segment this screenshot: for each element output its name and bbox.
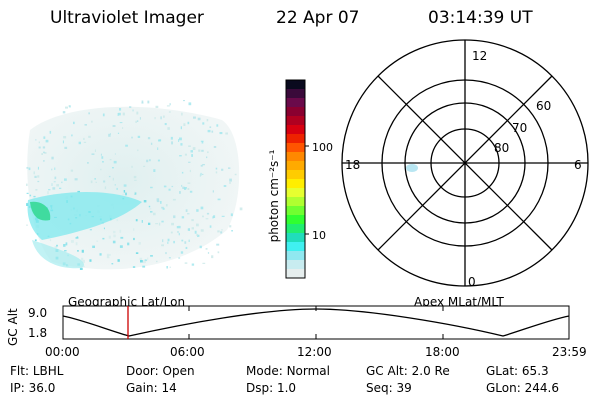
lat-label-60: 60 bbox=[536, 99, 551, 113]
info-seq: Seq: 39 bbox=[366, 381, 412, 395]
info-glon: GLon: 244.6 bbox=[486, 381, 559, 395]
colorbar-segment bbox=[286, 215, 305, 225]
colorbar-segment bbox=[286, 98, 305, 108]
colorbar-segment bbox=[286, 251, 305, 261]
mlt-label-12: 12 bbox=[472, 49, 487, 63]
orbit-x-tick-2359: 23:59 bbox=[552, 345, 587, 359]
colorbar: 100 10 photon cm⁻²s⁻¹ bbox=[267, 79, 333, 279]
colorbar-segment bbox=[286, 125, 305, 135]
colorbar-segment bbox=[286, 116, 305, 126]
image-time: 03:14:39 UT bbox=[428, 8, 533, 28]
colorbar-segment bbox=[286, 233, 305, 243]
colorbar-segment bbox=[286, 269, 305, 279]
colorbar-segment bbox=[286, 152, 305, 162]
mlt-label-6: 6 bbox=[574, 158, 582, 172]
orbit-x-tick-1800: 18:00 bbox=[425, 345, 460, 359]
info-mode: Mode: Normal bbox=[246, 364, 330, 378]
colorbar-segment bbox=[286, 134, 305, 144]
orbit-x-tick-0600: 06:00 bbox=[170, 345, 205, 359]
info-door: Door: Open bbox=[126, 364, 195, 378]
info-flt: Flt: LBHL bbox=[10, 364, 64, 378]
colorbar-segment bbox=[286, 107, 305, 117]
auroral-image bbox=[26, 100, 243, 270]
colorbar-segment bbox=[286, 179, 305, 189]
colorbar-segment bbox=[286, 260, 305, 270]
info-dsp: Dsp: 1.0 bbox=[246, 381, 297, 395]
colorbar-segment bbox=[286, 170, 305, 180]
mlt-label-0: 0 bbox=[468, 275, 476, 289]
colorbar-segment bbox=[286, 224, 305, 234]
colorbar-segment bbox=[286, 161, 305, 171]
info-gc-alt: GC Alt: 2.0 Re bbox=[366, 364, 450, 378]
orbit-x-tick-0000: 00:00 bbox=[45, 345, 80, 359]
orbit-y-tick-9: 9.0 bbox=[28, 306, 48, 320]
orbit-y-tick-1-8: 1.8 bbox=[28, 326, 48, 340]
colorbar-segment bbox=[286, 188, 305, 198]
colorbar-segment bbox=[286, 206, 305, 216]
colorbar-label: photon cm⁻²s⁻¹ bbox=[267, 149, 281, 242]
polar-emission-spot bbox=[406, 164, 418, 172]
colorbar-segment bbox=[286, 89, 305, 99]
colorbar-segment bbox=[286, 197, 305, 207]
instrument-title: Ultraviolet Imager bbox=[50, 8, 204, 28]
info-glat: GLat: 65.3 bbox=[486, 364, 549, 378]
orbit-x-tick-1200: 12:00 bbox=[297, 345, 332, 359]
colorbar-segment bbox=[286, 242, 305, 252]
lat-label-70: 70 bbox=[512, 121, 527, 135]
colorbar-tick-label-100: 100 bbox=[312, 141, 333, 154]
colorbar-segments bbox=[286, 80, 305, 279]
image-date: 22 Apr 07 bbox=[276, 8, 360, 28]
lat-label-80: 80 bbox=[494, 141, 509, 155]
polar-diagonal-2 bbox=[377, 75, 553, 251]
colorbar-segment bbox=[286, 80, 305, 90]
polar-plot: 12 6 0 18 60 70 80 bbox=[341, 39, 589, 289]
mlt-label-18: 18 bbox=[345, 158, 360, 172]
colorbar-segment bbox=[286, 143, 305, 153]
info-ip: IP: 36.0 bbox=[10, 381, 56, 395]
orbit-y-axis-label: GC Alt bbox=[6, 308, 20, 346]
colorbar-tick-label-10: 10 bbox=[312, 229, 326, 242]
orbit-panel bbox=[62, 305, 570, 340]
info-gain: Gain: 14 bbox=[126, 381, 177, 395]
